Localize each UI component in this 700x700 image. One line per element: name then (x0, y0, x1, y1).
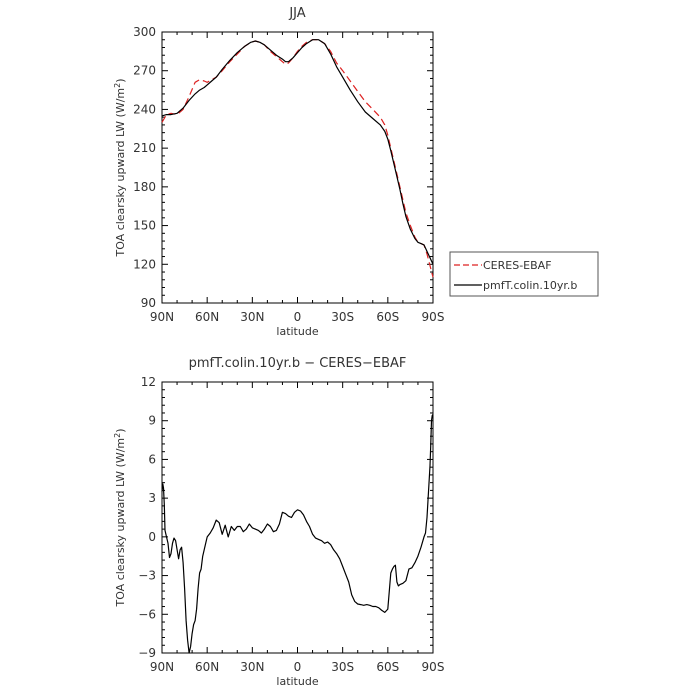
legend-label-2: pmfT.colin.10yr.b (483, 279, 577, 292)
top-y-axis-label-main: TOA clearsky upward LW (W/m (114, 88, 127, 258)
top-x-tick-label: 30N (240, 310, 264, 324)
top-y-tick-label: 150 (133, 219, 156, 233)
bottom-x-tick-label: 90N (150, 660, 174, 674)
top-chart-title: JJA (288, 6, 305, 21)
bottom-y-axis-label: TOA clearsky upward LW (W/m2) (113, 428, 127, 607)
bottom-plot-frame (161, 381, 434, 654)
top-x-tick-label: 90N (150, 310, 174, 324)
bottom-chart-title: pmfT.colin.10yr.b − CERES−EBAF (189, 356, 407, 371)
bottom-y-tick-label: 0 (148, 530, 156, 544)
legend-box (449, 251, 599, 297)
bottom-x-tick-label: 30N (240, 660, 264, 674)
top-plot-frame (161, 31, 434, 304)
bottom-x-tick-label: 60N (195, 660, 219, 674)
top-y-axis-label-close: ) (114, 78, 127, 82)
top-x-tick-label: 0 (294, 310, 302, 324)
top-y-tick-label: 270 (133, 64, 156, 78)
bottom-y-tick-label: 9 (148, 414, 156, 428)
bottom-chart-difference: pmfT.colin.10yr.b − CERES−EBAF −9 −6 −3 0 3 6 9… (113, 356, 444, 688)
top-x-tick-label: 30S (331, 310, 354, 324)
bottom-y-tick-label: 12 (141, 375, 156, 389)
bottom-x-tick-label: 60S (376, 660, 399, 674)
bottom-y-axis-label-superscript: 2 (113, 433, 122, 438)
bottom-y-tick-label: −6 (138, 607, 156, 621)
bottom-y-tick-label: 6 (148, 452, 156, 466)
top-y-tick-label: 120 (133, 257, 156, 271)
top-series-line-1 (161, 39, 434, 278)
top-y-axis-label: TOA clearsky upward LW (W/m2) (113, 78, 127, 257)
top-y-tick-label: 210 (133, 141, 156, 155)
bottom-x-tick-label: 90S (422, 660, 445, 674)
top-x-tick-label: 60N (195, 310, 219, 324)
top-y-tick-label: 90 (141, 296, 156, 310)
top-x-tick-label: 90S (422, 310, 445, 324)
bottom-x-tick-label: 30S (331, 660, 354, 674)
bottom-y-axis-label-close: ) (114, 428, 127, 432)
top-y-axis-label-superscript: 2 (113, 83, 122, 88)
top-series-line-2 (161, 39, 434, 265)
top-y-tick-label: 240 (133, 102, 156, 116)
bottom-y-tick-label: −9 (138, 646, 156, 660)
bottom-y-tick-label: −3 (138, 569, 156, 583)
top-y-tick-label: 180 (133, 180, 156, 194)
top-chart-jja: JJA 90 120 150 180 210 240 270 300 90N 60N 30N 0 30S 6… (113, 6, 599, 338)
bottom-y-tick-label: 3 (148, 491, 156, 505)
bottom-x-tick-label: 0 (294, 660, 302, 674)
bottom-y-axis-label-main: TOA clearsky upward LW (W/m (114, 438, 127, 608)
bottom-x-axis-label: latitude (276, 675, 318, 688)
top-x-axis-label: latitude (276, 325, 318, 338)
bottom-series-line-1 (161, 413, 434, 654)
legend-label-1: CERES-EBAF (483, 259, 552, 272)
top-y-tick-label: 300 (133, 25, 156, 39)
top-x-tick-label: 60S (376, 310, 399, 324)
